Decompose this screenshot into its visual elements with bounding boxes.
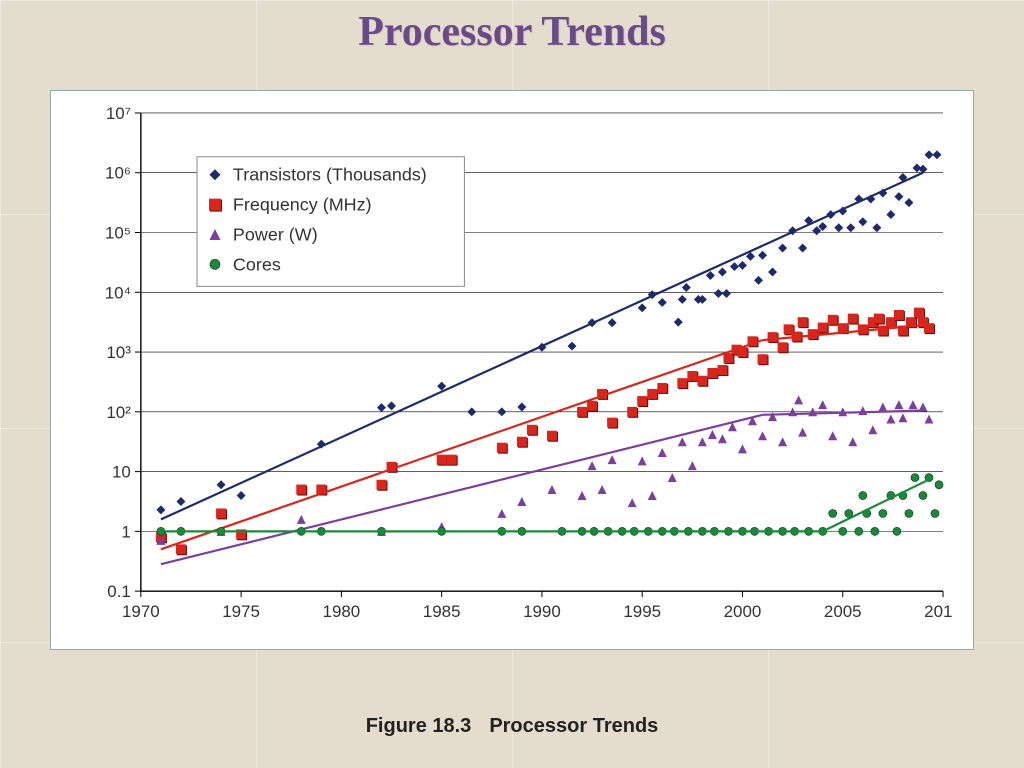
- svg-text:Cores: Cores: [233, 254, 281, 274]
- svg-text:10: 10: [112, 463, 131, 482]
- svg-text:1975: 1975: [222, 602, 260, 621]
- svg-text:2000: 2000: [724, 602, 762, 621]
- caption-prefix: Figure 18.3: [366, 715, 472, 737]
- svg-text:1: 1: [121, 522, 130, 541]
- svg-text:10²: 10²: [106, 403, 131, 422]
- scatter-chart: 0.1 1 10 10² 10³ 10⁴ 10⁵ 10⁶ 10⁷ 1970 1975 1980 1985…: [71, 103, 953, 629]
- svg-text:10⁷: 10⁷: [106, 104, 131, 123]
- svg-text:2005: 2005: [824, 602, 862, 621]
- svg-text:10⁵: 10⁵: [105, 223, 131, 242]
- svg-text:1990: 1990: [523, 602, 561, 621]
- svg-text:1995: 1995: [623, 602, 661, 621]
- page-title: Processor Trends: [0, 8, 1024, 56]
- svg-text:0.1: 0.1: [107, 582, 131, 601]
- svg-text:10⁶: 10⁶: [105, 164, 131, 183]
- slide: Processor Trends 0.1 1 10 10² 10³ 10⁴ 10⁵ 10⁶ 10…: [0, 0, 1024, 768]
- svg-text:2010: 2010: [924, 602, 953, 621]
- svg-text:1985: 1985: [423, 602, 461, 621]
- chart-container: 0.1 1 10 10² 10³ 10⁴ 10⁵ 10⁶ 10⁷ 1970 1975 1980 1985…: [50, 90, 974, 650]
- svg-text:Power (W): Power (W): [233, 224, 318, 244]
- svg-text:1980: 1980: [323, 602, 361, 621]
- caption-text: Processor Trends: [489, 715, 658, 737]
- svg-text:Transistors (Thousands): Transistors (Thousands): [233, 165, 427, 185]
- svg-text:Frequency (MHz): Frequency (MHz): [233, 195, 372, 215]
- svg-text:10³: 10³: [106, 343, 131, 362]
- svg-text:1970: 1970: [122, 602, 160, 621]
- figure-caption: Figure 18.3 Processor Trends: [0, 715, 1024, 738]
- svg-text:10⁴: 10⁴: [105, 283, 131, 302]
